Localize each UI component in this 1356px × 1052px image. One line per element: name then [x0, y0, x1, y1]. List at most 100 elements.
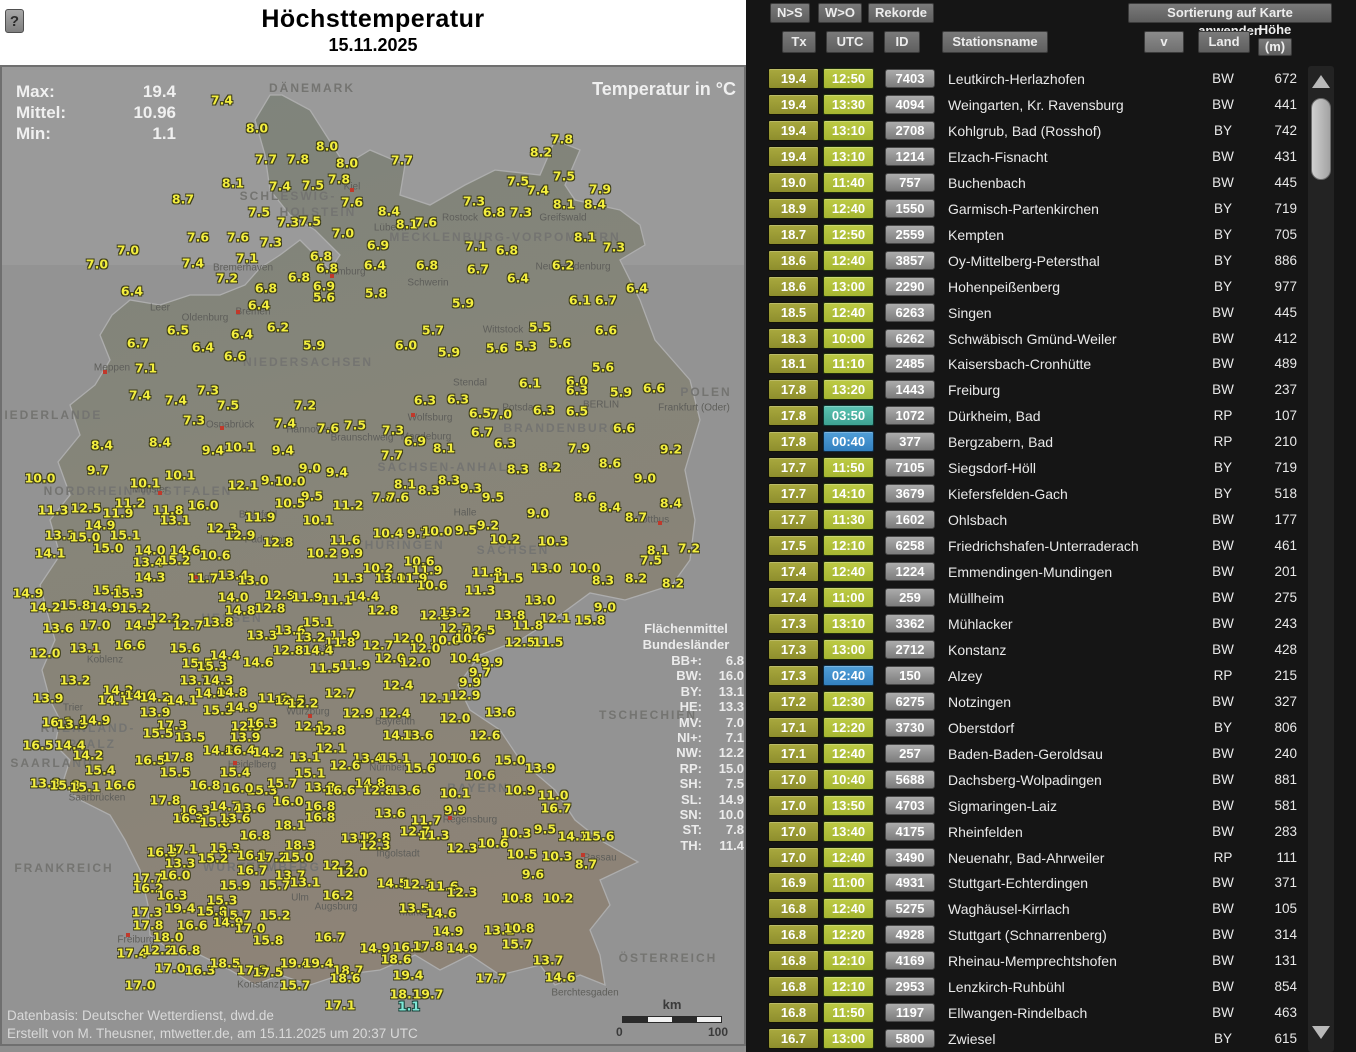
utc-time-cell[interactable]: 13:30: [823, 93, 874, 115]
table-row[interactable]: 17.3 13:00 2712 Konstanz BW 428: [746, 637, 1330, 663]
station-id-chip[interactable]: 1550: [885, 198, 935, 218]
tx-value-cell[interactable]: 17.4: [768, 587, 819, 608]
tx-value-cell[interactable]: 17.0: [768, 768, 819, 790]
tx-value-cell[interactable]: 19.4: [768, 145, 819, 167]
tx-value-cell[interactable]: 17.7: [768, 457, 819, 479]
utc-time-cell[interactable]: 12:50: [823, 223, 874, 245]
map-overlay[interactable]: Max: 19.4 Mittel: 10.96 Min: 1.1 Temperatur…: [0, 65, 746, 1046]
utc-time-cell[interactable]: 10:40: [823, 768, 874, 790]
station-id-chip[interactable]: 5800: [885, 1029, 935, 1049]
scrollbar-track[interactable]: [1308, 66, 1334, 1052]
table-row[interactable]: 17.8 00:40 377 Bergzabern, Bad RP 210: [746, 429, 1330, 455]
station-id-chip[interactable]: 2290: [885, 276, 935, 296]
utc-time-cell[interactable]: 12:20: [823, 716, 874, 738]
table-row[interactable]: 17.0 13:50 4703 Sigmaringen-Laiz BW 581: [746, 793, 1330, 819]
station-id-chip[interactable]: 7403: [885, 69, 935, 88]
tx-value-cell[interactable]: 18.1: [768, 353, 819, 375]
station-id-chip[interactable]: 4169: [885, 951, 935, 971]
scrollbar-thumb[interactable]: [1311, 98, 1331, 180]
utc-time-cell[interactable]: 13:40: [823, 820, 874, 842]
tx-value-cell[interactable]: 18.6: [768, 249, 819, 271]
station-id-chip[interactable]: 757: [885, 172, 935, 192]
tx-value-cell[interactable]: 18.5: [768, 301, 819, 323]
utc-time-cell[interactable]: 11:00: [823, 587, 874, 608]
utc-time-cell[interactable]: 12:40: [823, 301, 874, 323]
utc-time-cell[interactable]: 03:50: [823, 405, 874, 427]
tx-value-cell[interactable]: 17.8: [768, 405, 819, 427]
tx-value-cell[interactable]: 16.9: [768, 872, 819, 894]
station-id-chip[interactable]: 150: [885, 665, 935, 685]
utc-time-cell[interactable]: 13:00: [823, 638, 874, 660]
utc-time-cell[interactable]: 12:10: [823, 950, 874, 972]
table-row[interactable]: 16.8 12:10 2953 Lenzkirch-Ruhbühl BW 854: [746, 974, 1330, 1000]
station-id-chip[interactable]: 3490: [885, 847, 935, 867]
station-id-chip[interactable]: 6275: [885, 691, 935, 711]
station-id-chip[interactable]: 3679: [885, 484, 935, 504]
table-row[interactable]: 17.1 12:40 257 Baden-Baden-Geroldsau BW 240: [746, 741, 1330, 767]
sort-west-east-button[interactable]: W>O: [818, 3, 862, 23]
table-row[interactable]: 17.8 03:50 1072 Dürkheim, Bad RP 107: [746, 403, 1330, 429]
tx-value-cell[interactable]: 18.3: [768, 327, 819, 349]
utc-time-cell[interactable]: 12:40: [823, 898, 874, 920]
tx-value-cell[interactable]: 17.2: [768, 690, 819, 712]
station-id-chip[interactable]: 4703: [885, 795, 935, 815]
tx-value-cell[interactable]: 17.5: [768, 535, 819, 557]
station-id-chip[interactable]: 6262: [885, 328, 935, 348]
table-row[interactable]: 19.4 12:50 7403 Leutkirch-Herlazhofen BW 672: [746, 66, 1330, 92]
table-row[interactable]: 18.9 12:40 1550 Garmisch-Partenkirchen BY 719: [746, 196, 1330, 222]
table-row[interactable]: 16.8 11:50 1197 Ellwangen-Rindelbach BW 463: [746, 1000, 1330, 1026]
table-row[interactable]: 17.7 11:30 1602 Ohlsbach BW 177: [746, 507, 1330, 533]
tx-value-cell[interactable]: 19.4: [768, 68, 819, 89]
utc-time-cell[interactable]: 12:40: [823, 742, 874, 764]
station-id-chip[interactable]: 6263: [885, 302, 935, 322]
column-header-id[interactable]: ID: [884, 31, 920, 53]
station-id-chip[interactable]: 1602: [885, 510, 935, 530]
utc-time-cell[interactable]: 12:40: [823, 846, 874, 868]
table-row[interactable]: 17.4 11:00 259 Müllheim BW 275: [746, 585, 1330, 611]
tx-value-cell[interactable]: 17.1: [768, 716, 819, 738]
table-row[interactable]: 17.7 11:50 7105 Siegsdorf-Höll BY 719: [746, 455, 1330, 481]
utc-time-cell[interactable]: 13:00: [823, 1028, 874, 1050]
utc-time-cell[interactable]: 12:50: [823, 68, 874, 89]
column-header-tx[interactable]: Tx: [782, 31, 816, 53]
station-id-chip[interactable]: 2559: [885, 224, 935, 244]
table-row[interactable]: 19.4 13:30 4094 Weingarten, Kr. Ravensburg B…: [746, 92, 1330, 118]
table-row[interactable]: 16.8 12:40 5275 Waghäusel-Kirrlach BW 105: [746, 896, 1330, 922]
utc-time-cell[interactable]: 13:50: [823, 794, 874, 816]
table-row[interactable]: 17.0 12:40 3490 Neuenahr, Bad-Ahrweiler RP 11…: [746, 845, 1330, 871]
table-row[interactable]: 18.6 13:00 2290 Hohenpeißenberg BY 977: [746, 274, 1330, 300]
utc-time-cell[interactable]: 14:10: [823, 483, 874, 505]
table-row[interactable]: 18.5 12:40 6263 Singen BW 445: [746, 300, 1330, 326]
tx-value-cell[interactable]: 17.3: [768, 612, 819, 634]
utc-time-cell[interactable]: 12:40: [823, 561, 874, 583]
station-id-chip[interactable]: 2485: [885, 354, 935, 374]
station-id-chip[interactable]: 2708: [885, 120, 935, 140]
table-row[interactable]: 16.9 11:00 4931 Stuttgart-Echterdingen BW 371: [746, 870, 1330, 896]
tx-value-cell[interactable]: 18.9: [768, 197, 819, 219]
tx-value-cell[interactable]: 16.8: [768, 898, 819, 920]
station-id-chip[interactable]: 2953: [885, 977, 935, 997]
station-id-chip[interactable]: 3857: [885, 250, 935, 270]
table-row[interactable]: 17.8 13:20 1443 Freiburg BW 237: [746, 377, 1330, 403]
station-id-chip[interactable]: 377: [885, 432, 935, 452]
station-id-chip[interactable]: 5275: [885, 899, 935, 919]
utc-time-cell[interactable]: 10:00: [823, 327, 874, 349]
station-id-chip[interactable]: 1224: [885, 562, 935, 582]
utc-time-cell[interactable]: 00:40: [823, 431, 874, 453]
station-id-chip[interactable]: 1443: [885, 380, 935, 400]
table-row[interactable]: 19.0 11:40 757 Buchenbach BW 445: [746, 170, 1330, 196]
utc-time-cell[interactable]: 11:40: [823, 171, 874, 193]
scrollbar-up-icon[interactable]: [1312, 75, 1330, 88]
column-header-hoehe[interactable]: Höhe (m): [1252, 22, 1298, 56]
table-row[interactable]: 17.0 13:40 4175 Rheinfelden BW 283: [746, 819, 1330, 845]
table-row[interactable]: 17.5 12:10 6258 Friedrichshafen-Unterradera…: [746, 533, 1330, 559]
utc-time-cell[interactable]: 12:20: [823, 924, 874, 946]
sort-direction-button[interactable]: v: [1144, 31, 1184, 53]
utc-time-cell[interactable]: 11:00: [823, 872, 874, 894]
utc-time-cell[interactable]: 11:10: [823, 353, 874, 375]
table-row[interactable]: 18.7 12:50 2559 Kempten BY 705: [746, 222, 1330, 248]
utc-time-cell[interactable]: 12:40: [823, 249, 874, 271]
utc-time-cell[interactable]: 13:20: [823, 379, 874, 401]
records-button[interactable]: Rekorde: [868, 3, 935, 23]
station-id-chip[interactable]: 5688: [885, 769, 935, 789]
